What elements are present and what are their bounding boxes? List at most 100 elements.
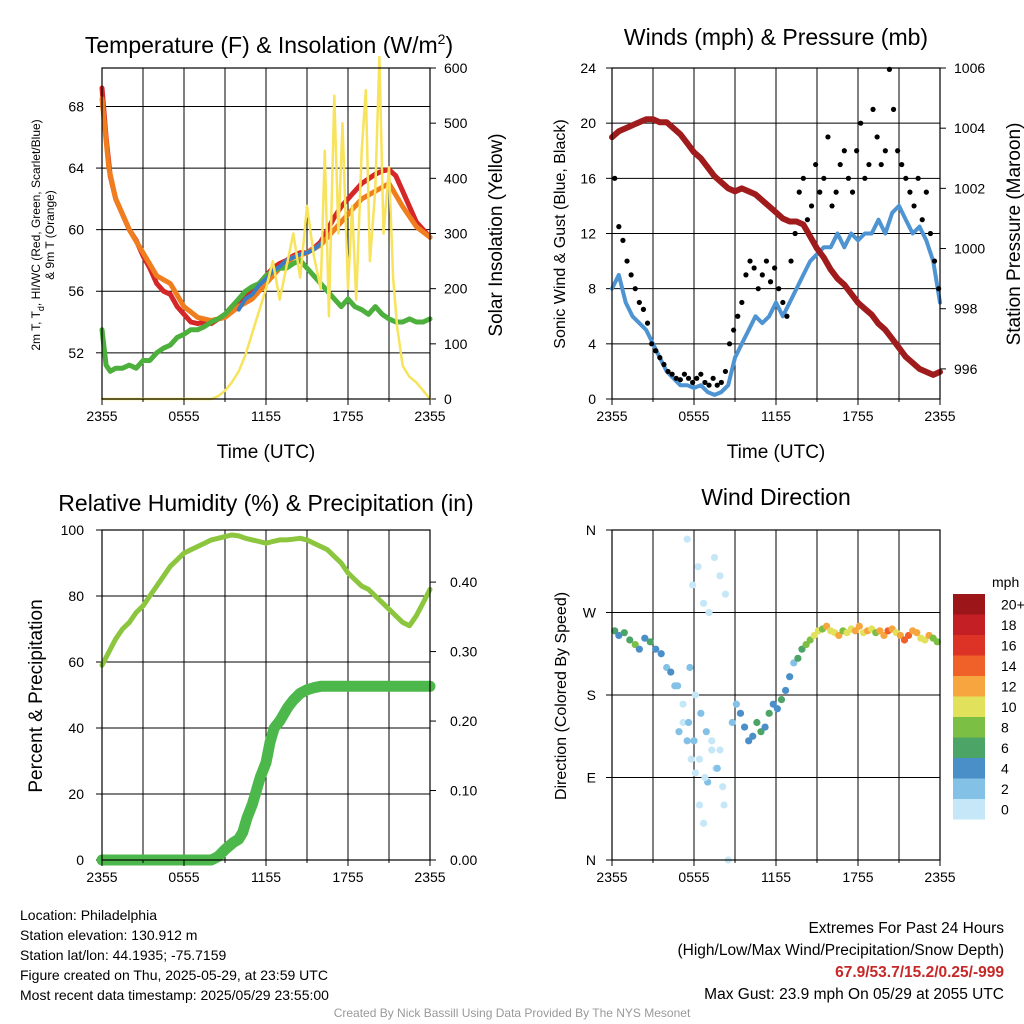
y-tick-label: 24: [580, 60, 596, 76]
direction-point: [652, 645, 660, 653]
direction-point: [732, 700, 740, 708]
direction-point: [686, 663, 694, 672]
colorbar-swatch: [953, 676, 985, 697]
direction-point: [695, 801, 704, 809]
direction-point: [684, 718, 693, 727]
direction-point: [708, 737, 716, 745]
x-tick-label: 0555: [678, 408, 709, 424]
y-tick-label: W: [583, 605, 597, 621]
gust-point: [772, 265, 778, 271]
y2-tick-label: 0.00: [450, 852, 477, 868]
direction-point: [695, 755, 704, 763]
gust-point: [899, 161, 905, 168]
direction-point: [757, 728, 765, 736]
direction-point: [851, 627, 859, 635]
x-tick-label: 2355: [414, 869, 445, 885]
y-tick-label: N: [586, 852, 596, 868]
gust-point: [874, 134, 880, 140]
direction-point: [716, 572, 724, 580]
y-tick-label: 16: [580, 170, 596, 186]
gust-point: [767, 279, 774, 285]
y2-tick-label: 0.20: [450, 713, 477, 729]
gust-point: [919, 217, 925, 223]
station-location: Location: Philadelphia: [20, 907, 157, 923]
direction-point: [745, 737, 753, 745]
y2-tick-label: 0.10: [450, 783, 477, 799]
y-tick-label: 80: [68, 588, 84, 604]
direction-point: [675, 728, 683, 736]
direction-point: [810, 631, 818, 640]
colorbar-swatch: [953, 717, 985, 738]
gust-point: [714, 382, 720, 388]
direction-point: [876, 627, 884, 635]
direction-point: [689, 581, 697, 589]
gust-point: [788, 258, 794, 264]
y-tick-label: 0: [76, 852, 84, 868]
gust-point: [903, 175, 909, 181]
y2-tick-label: 300: [444, 226, 468, 242]
colorbar-label: 10: [1001, 699, 1017, 715]
gust-point: [895, 148, 901, 154]
gust-point: [813, 161, 819, 168]
x-tick-label: 0555: [168, 869, 199, 885]
direction-point: [720, 801, 728, 809]
colorbar-swatch: [953, 594, 985, 615]
gust-point: [825, 134, 831, 140]
colorbar-title: mph: [992, 574, 1019, 590]
gust-point: [915, 175, 921, 181]
y-axis-label: Direction (Colored By Speed): [553, 592, 570, 800]
gust-point: [644, 320, 651, 326]
y-tick-label: 20: [68, 786, 84, 802]
y2-tick-label: 100: [444, 336, 468, 352]
y-axis-label-line2: & 9m T (Orange): [43, 190, 57, 280]
x-axis-label: Time (UTC): [217, 442, 316, 463]
title-close: ): [445, 32, 453, 58]
y-tick-label: 100: [61, 522, 85, 538]
gust-point: [931, 258, 938, 264]
y-tick-label: 0: [588, 391, 596, 407]
x-tick-label: 0555: [678, 869, 709, 885]
series-hi-wc: [236, 241, 323, 312]
y-tick-label: 56: [68, 283, 84, 299]
direction-point: [880, 631, 888, 640]
gust-point: [649, 341, 655, 347]
station-latlon: Station lat/lon: 44.1935; -75.7159: [20, 947, 227, 963]
direction-point: [794, 654, 802, 662]
y-tick-label: 12: [580, 226, 596, 242]
station-info: Location: Philadelphia Station elevation…: [20, 905, 329, 1005]
gust-point: [743, 272, 749, 278]
gust-point: [710, 375, 716, 381]
direction-point: [798, 645, 806, 653]
gust-point: [829, 203, 835, 209]
direction-point: [699, 819, 708, 827]
colorbar-swatch: [953, 635, 985, 656]
gust-point: [804, 217, 811, 223]
gust-point: [726, 341, 733, 347]
gust-point: [657, 355, 663, 361]
gust-point: [907, 189, 913, 195]
direction-point: [690, 737, 698, 745]
direction-point: [913, 629, 921, 637]
gust-point: [624, 258, 630, 264]
wind-direction-points: [611, 535, 941, 864]
x-tick-label: 2355: [924, 408, 955, 424]
chart-panel-2: 0 4 8 12 16 20 24 996 998 1000 1002 1004 1006 2355 055…: [552, 24, 1024, 463]
direction-point: [777, 695, 786, 704]
direction-point: [679, 718, 687, 727]
gust-point: [808, 203, 815, 209]
direction-point: [822, 622, 831, 630]
gust-point: [718, 379, 724, 386]
direction-point: [753, 718, 761, 727]
direction-point: [900, 636, 909, 644]
extremes-values: 67.9/53.7/15.2/0.25/-999: [835, 964, 1004, 981]
direction-point: [635, 645, 643, 653]
direction-point: [896, 631, 904, 640]
colorbar-label: 6: [1001, 740, 1009, 756]
direction-point: [691, 691, 699, 699]
y2-tick-label: 0.30: [450, 644, 477, 660]
gust-point: [747, 258, 753, 264]
x-tick-label: 1755: [332, 869, 363, 885]
gust-point: [722, 368, 729, 375]
gust-point: [866, 161, 872, 168]
colorbar-label: 2: [1001, 781, 1009, 797]
